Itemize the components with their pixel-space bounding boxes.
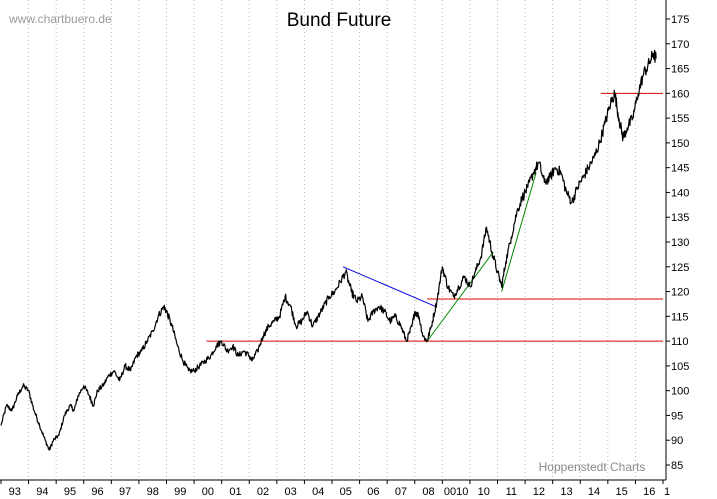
y-tick-label: 110 <box>671 336 689 348</box>
plot-area <box>0 0 666 480</box>
chart-title: Bund Future <box>287 10 392 31</box>
x-tick-label: 16 <box>643 486 655 498</box>
x-tick-label: 96 <box>91 486 103 498</box>
x-tick-label: 0010 <box>444 486 468 498</box>
x-tick-label: 94 <box>36 486 48 498</box>
x-tick-label: 02 <box>257 486 269 498</box>
x-tick-label: 14 <box>588 486 600 498</box>
y-tick-label: 140 <box>671 187 689 199</box>
uptrend-line <box>426 251 494 342</box>
y-tick-label: 165 <box>671 64 689 76</box>
x-tick-label: 03 <box>285 486 297 498</box>
x-tick-label: 13 <box>560 486 572 498</box>
x-tick-label: 00 <box>202 486 214 498</box>
source-credit: Hoppenstedt Charts <box>539 460 646 474</box>
x-tick-label: 97 <box>119 486 131 498</box>
x-tick-label: 01 <box>229 486 241 498</box>
x-tick-label: 06 <box>367 486 379 498</box>
x-axis: 93 94 95 96 97 98 99 00 01 02 03 04 05 06 07 08 0010 10 11… <box>0 480 670 498</box>
x-tick-label: 15 <box>616 486 628 498</box>
x-tick-label: 93 <box>9 486 21 498</box>
y-tick-label: 150 <box>671 138 689 150</box>
downtrend-line <box>342 266 436 307</box>
x-tick-label: 95 <box>64 486 76 498</box>
trend-lines <box>206 92 663 342</box>
vertical-grid <box>28 0 636 480</box>
x-tick-label: 11 <box>506 486 517 498</box>
y-tick-label: 90 <box>671 435 683 447</box>
price-series-line <box>0 49 657 451</box>
y-tick-label: 160 <box>671 88 689 100</box>
y-tick-label: 145 <box>671 163 689 175</box>
watermark-text: www.chartbuero.de <box>8 12 112 26</box>
x-tick-label: 07 <box>395 486 407 498</box>
x-tick-label: 1 <box>664 486 670 498</box>
y-tick-label: 105 <box>671 361 689 373</box>
y-tick-label: 120 <box>671 287 689 299</box>
y-axis: 85 90 95 100 105 110 115 120 125 130 135 140 145 150 1… <box>666 14 689 472</box>
x-tick-label: 98 <box>147 486 159 498</box>
y-tick-label: 155 <box>671 113 689 125</box>
y-tick-label: 115 <box>671 311 689 323</box>
y-tick-label: 125 <box>671 262 689 274</box>
x-tick-label: 10 <box>478 486 490 498</box>
y-tick-label: 85 <box>671 460 683 472</box>
y-tick-label: 130 <box>671 237 689 249</box>
x-tick-label: 12 <box>533 486 545 498</box>
x-tick-label: 04 <box>312 486 324 498</box>
y-tick-label: 175 <box>671 14 689 26</box>
y-tick-label: 95 <box>671 410 683 422</box>
x-tick-label: 99 <box>174 486 186 498</box>
y-tick-label: 100 <box>671 386 689 398</box>
y-tick-label: 135 <box>671 212 689 224</box>
x-tick-label: 08 <box>422 486 434 498</box>
x-tick-label: 05 <box>340 486 352 498</box>
uptrend-line <box>501 172 537 292</box>
y-tick-label: 170 <box>671 39 689 51</box>
